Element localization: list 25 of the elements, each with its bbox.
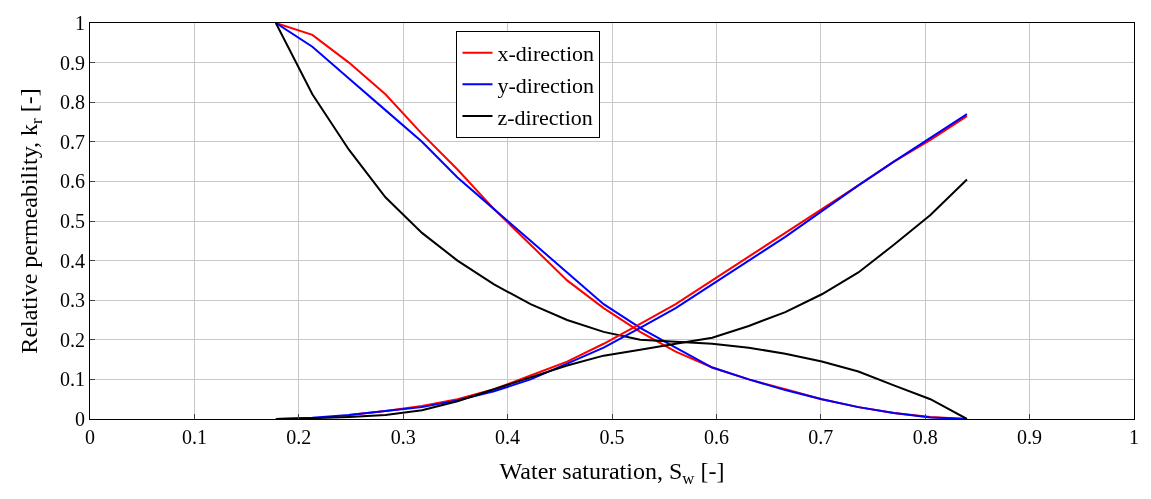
y-tick-label: 0.7 — [60, 130, 85, 153]
x-tick-label: 0.5 — [599, 426, 625, 448]
y-tick-label: 0.8 — [60, 91, 85, 114]
x-tick-label: 0.7 — [808, 426, 834, 448]
x-tick-label: 0.9 — [1017, 426, 1043, 448]
legend-label: y-direction — [497, 72, 595, 98]
x-tick-label: 0.3 — [390, 426, 416, 448]
x-tick-label: 0.2 — [286, 426, 312, 448]
y-tick-label: 0 — [75, 408, 85, 430]
x-tick-label: 0.8 — [912, 426, 938, 448]
x-axis-title: Water saturation, S$_{w}$ [-] — [499, 458, 725, 489]
y-tick-label: 0.1 — [60, 368, 85, 391]
x-tick-label: 1 — [1129, 426, 1139, 448]
legend-label: x-direction — [497, 41, 595, 67]
y-tick-label: 0.6 — [60, 170, 85, 193]
y-tick-label: 0.3 — [60, 289, 85, 312]
x-tick-label: 0.1 — [181, 426, 207, 448]
x-tick-label: 0.6 — [703, 426, 729, 448]
y-tick-label: 0.9 — [60, 51, 85, 74]
y-tick-label: 0.5 — [60, 210, 85, 232]
x-tick-label: 0.4 — [495, 426, 521, 448]
legend-label: z-direction — [497, 104, 593, 130]
y-tick-label: 0.4 — [60, 249, 85, 272]
y-tick-label: 1 — [75, 12, 85, 34]
y-tick-label: 0.2 — [60, 328, 85, 351]
